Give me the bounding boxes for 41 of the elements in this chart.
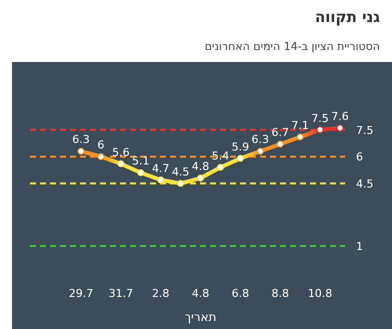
data-label: 7.6 [331,110,349,123]
point [197,174,204,182]
x-tick-label: 10.8 [308,287,332,300]
data-label: 6.3 [72,133,90,146]
data-label: 4.5 [172,165,190,178]
data-label: 4.7 [152,162,170,175]
ref-line-label: 6 [356,150,363,164]
chart-title: גני תקווה [314,8,380,26]
x-axis-title: תאריך [184,310,216,324]
ref-line-label: 4.5 [356,177,374,190]
x-tick-label: 31.7 [108,287,134,300]
x-tick-label: 6.8 [232,287,250,300]
chart-subtitle: הסטוריית הציון ב-14 הימים האחרונים [204,40,380,53]
x-tick-label: 29.7 [68,287,94,300]
point [296,133,304,140]
point [97,153,104,160]
point [117,160,124,168]
data-label: 6 [97,138,104,152]
point [78,148,84,155]
point [316,126,324,134]
point [256,148,264,155]
x-tick-label: 8.8 [271,287,289,300]
point [137,169,144,176]
ref-line-label: 1 [356,240,363,253]
data-label: 5.9 [232,140,250,154]
data-label: 6.3 [252,133,270,146]
point [236,154,244,162]
data-label: 7.5 [311,112,329,125]
data-label: 4.8 [192,160,210,174]
x-tick-label: 4.8 [192,287,210,300]
data-label: 5.1 [132,154,150,168]
data-label: 5.6 [112,146,130,159]
point [157,176,164,184]
data-label: 7.1 [291,118,309,132]
ref-line-label: 7.5 [356,124,374,137]
data-label: 5.4 [212,149,230,162]
point [276,140,284,148]
point [177,180,184,187]
x-tick-label: 2.8 [152,287,170,300]
point [216,164,224,171]
point [336,124,344,132]
